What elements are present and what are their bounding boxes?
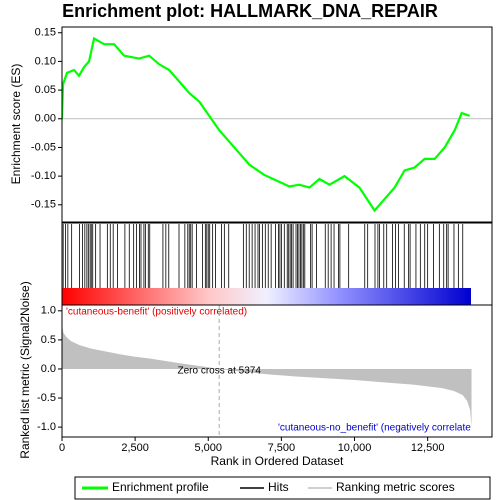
chart-title: Enrichment plot: HALLMARK_DNA_REPAIR <box>62 1 438 21</box>
legend-label: Ranking metric scores <box>336 480 455 494</box>
es-line <box>62 36 471 213</box>
y2-axis-label: Ranked list metric (Signal2Noise) <box>18 281 32 458</box>
x-tick-label: 12,500 <box>411 442 445 454</box>
y-tick-label: -0.15 <box>31 199 56 211</box>
y2-tick-label: 0.0 <box>41 363 56 375</box>
x-tick-label: 7,500 <box>268 442 296 454</box>
panel-frame <box>61 26 493 223</box>
y-tick-label: 0.10 <box>35 55 56 67</box>
legend-label: Enrichment profile <box>112 480 209 494</box>
y-tick-label: 0.15 <box>35 27 56 39</box>
y2-tick-label: 1.0 <box>41 305 56 317</box>
y-axis-label: Enrichment score (ES) <box>9 64 23 185</box>
metric-area <box>62 325 472 428</box>
y-tick-label: 0.00 <box>35 113 56 125</box>
y2-tick-label: -0.5 <box>37 392 56 404</box>
x-tick-label: 2,500 <box>121 442 149 454</box>
x-tick-label: 5,000 <box>194 442 222 454</box>
y-tick-label: 0.05 <box>35 84 56 96</box>
pos-label: 'cutaneous-benefit' (positively correlat… <box>66 307 247 318</box>
color-bar <box>62 288 471 305</box>
x-tick-label: 10,000 <box>338 442 372 454</box>
legend-label: Hits <box>268 480 289 494</box>
y-tick-label: -0.10 <box>31 170 56 182</box>
x-axis-label: Rank in Ordered Dataset <box>211 454 344 468</box>
legend-box <box>74 476 491 500</box>
panel-frame <box>61 304 493 438</box>
y-tick-label: -0.05 <box>31 141 56 153</box>
x-tick-label: 0 <box>59 442 65 454</box>
y2-tick-label: -1.0 <box>37 421 56 433</box>
zero-cross-label: Zero cross at 5374 <box>178 366 262 377</box>
y2-tick-label: 0.5 <box>41 334 56 346</box>
neg-label: 'cutaneous-no_benefit' (negatively corre… <box>278 423 471 434</box>
